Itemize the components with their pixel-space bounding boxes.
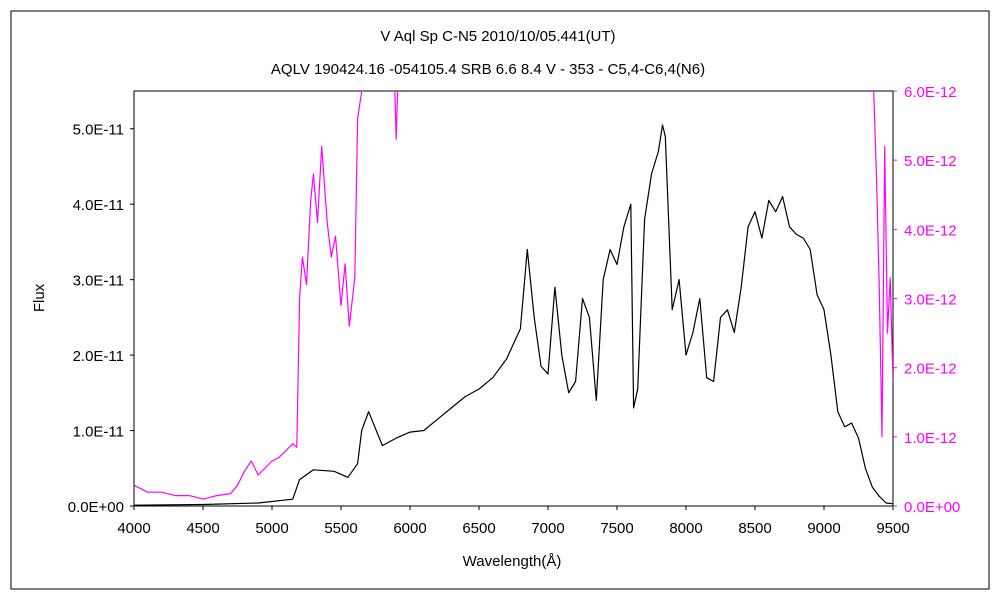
y-left-tick-label: 3.0E-11 — [73, 273, 124, 290]
x-tick-label: 6000 — [393, 520, 426, 537]
x-tick-label: 8000 — [669, 520, 702, 537]
series-line-magenta — [873, 91, 893, 438]
chart-title: V Aql Sp C-N5 2010/10/05.441(UT) — [380, 28, 615, 45]
x-tick-label: 5000 — [255, 520, 288, 537]
x-tick-label: 4000 — [117, 520, 150, 537]
series-line-magenta — [134, 91, 364, 500]
y-left-tick-label: 1.0E-11 — [73, 424, 124, 441]
plot-layer: 4000 4500 5000 5500 6000 6500 7000 7500 8000 8500… — [68, 84, 961, 537]
y-left-tick-label: 4.0E-11 — [73, 197, 124, 214]
x-tick-label: 7000 — [531, 520, 564, 537]
series-line-magenta — [394, 91, 399, 140]
x-tick-label: 9500 — [876, 520, 909, 537]
y-right-tick-label: 0.0E+00 — [904, 499, 960, 516]
x-tick-label: 8500 — [738, 520, 771, 537]
y-right-tick-label: 5.0E-12 — [904, 153, 957, 170]
y-left-tick-label: 5.0E-11 — [73, 122, 124, 139]
x-tick-label: 9000 — [807, 520, 840, 537]
outer-frame — [10, 10, 990, 590]
series-line-black — [134, 124, 893, 506]
y-axis-label: Flux — [31, 283, 48, 312]
x-tick-label: 4500 — [186, 520, 219, 537]
y-left-tick-label: 2.0E-11 — [73, 348, 124, 365]
y-right-tick-label: 4.0E-12 — [904, 222, 957, 239]
y-right-tick-label: 6.0E-12 — [904, 84, 957, 101]
x-tick-label: 7500 — [600, 520, 633, 537]
y-right-tick-label: 3.0E-12 — [904, 292, 957, 309]
y-right-tick-label: 2.0E-12 — [904, 361, 957, 378]
y-left-tick-label: 0.0E+00 — [68, 499, 124, 516]
x-axis-label: Wavelength(Å) — [463, 553, 562, 570]
x-tick-label: 6500 — [462, 520, 495, 537]
chart-subtitle: AQLV 190424.16 -054105.4 SRB 6.6 8.4 V -… — [271, 61, 705, 78]
y-right-tick-label: 1.0E-12 — [904, 430, 957, 447]
x-tick-label: 5500 — [324, 520, 357, 537]
